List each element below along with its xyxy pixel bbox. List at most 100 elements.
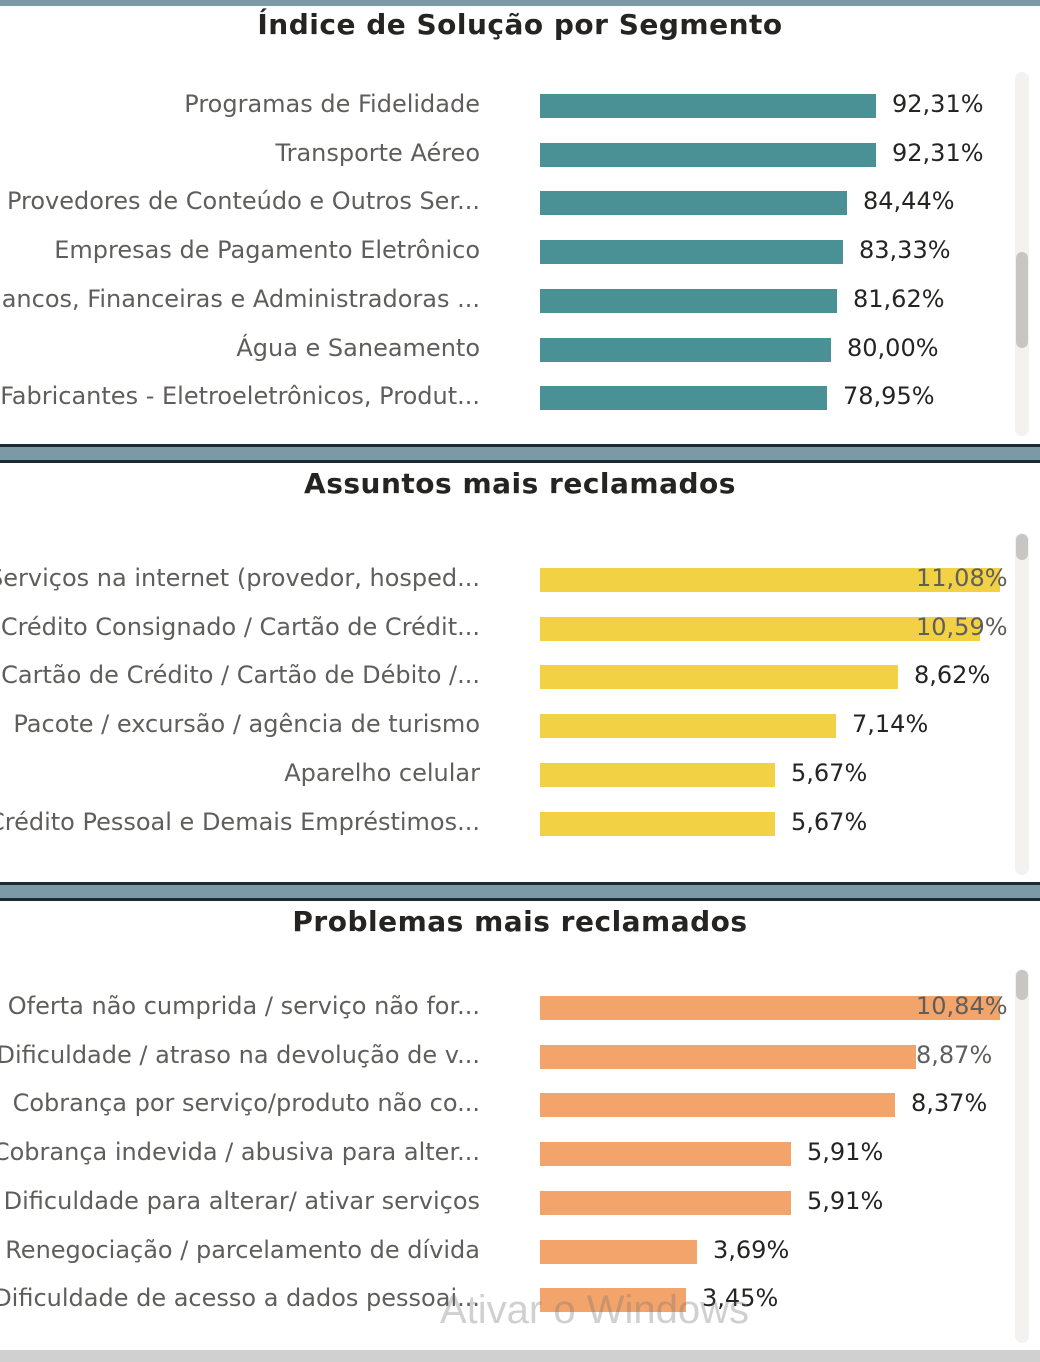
bar-row[interactable]: Empresas de Pagamento Eletrônico 83,33%	[0, 228, 1000, 276]
bar[interactable]	[540, 617, 980, 641]
category-label: Programas de Fidelidade	[184, 90, 480, 118]
scrollbar-thumb[interactable]	[1016, 252, 1028, 348]
bar-row[interactable]: Renegociação / parcelamento de dívida 3,6…	[0, 1228, 1000, 1276]
chart-panel-top-problems: Problemas mais reclamados Oferta não cum…	[0, 901, 1040, 1350]
bar[interactable]	[540, 714, 836, 738]
chart-panel-top-subjects: Assuntos mais reclamados Serviços na int…	[0, 463, 1040, 882]
category-label: Dificuldade / atraso na devolução de v..…	[0, 1041, 480, 1069]
bar[interactable]	[540, 338, 831, 362]
data-label: 83,33%	[859, 236, 951, 264]
bar[interactable]	[540, 386, 827, 410]
data-label: 3,45%	[702, 1284, 779, 1312]
data-label: 5,67%	[791, 759, 868, 787]
category-label: Pacote / excursão / agência de turismo	[13, 710, 480, 738]
bar-row[interactable]: Bancos, Financeiras e Administradoras ..…	[0, 277, 1000, 325]
separator-1-bottom-line	[0, 460, 1040, 463]
data-label: 5,67%	[791, 808, 868, 836]
category-label: Cobrança indevida / abusiva para alter..…	[0, 1138, 480, 1166]
bar-row[interactable]: Provedores de Conteúdo e Outros Ser... 84…	[0, 179, 1000, 227]
bar[interactable]	[540, 996, 1000, 1020]
bar[interactable]	[540, 1191, 791, 1215]
category-label: Transporte Aéreo	[275, 139, 480, 167]
category-label: Dificuldade para alterar/ ativar serviço…	[3, 1187, 480, 1215]
chart-panel-solution-index: Índice de Solução por Segmento Programas…	[0, 6, 1040, 444]
category-label: Serviços na internet (provedor, hosped..…	[0, 564, 480, 592]
bar-row[interactable]: Oferta não cumprida / serviço não for...…	[0, 984, 1008, 1032]
chart-title: Assuntos mais reclamados	[304, 467, 736, 500]
data-label: 92,31%	[892, 90, 984, 118]
category-label: Oferta não cumprida / serviço não for...	[7, 992, 480, 1020]
bar-row[interactable]: Pacote / excursão / agência de turismo 7,…	[0, 702, 1000, 750]
scrollbar-thumb[interactable]	[1016, 534, 1028, 560]
separator-1-top-line	[0, 444, 1040, 447]
bar[interactable]	[540, 1240, 697, 1264]
bar[interactable]	[540, 143, 876, 167]
bar[interactable]	[540, 568, 1000, 592]
data-label: 10,84%	[916, 992, 1008, 1020]
bar-row[interactable]: Aparelho celular 5,67%	[0, 751, 1000, 799]
scrollbar-track[interactable]	[1015, 533, 1029, 875]
category-label: Cobrança por serviço/produto não co...	[12, 1089, 480, 1117]
data-label: 8,37%	[911, 1089, 988, 1117]
category-label: Aparelho celular	[284, 759, 480, 787]
bar-row[interactable]: Cobrança por serviço/produto não co... 8,…	[0, 1081, 1000, 1129]
chart-title: Índice de Solução por Segmento	[257, 8, 783, 41]
data-label: 92,31%	[892, 139, 984, 167]
data-label: 7,14%	[852, 710, 929, 738]
bar-row[interactable]: Crédito Pessoal e Demais Empréstimos... 5…	[0, 800, 1000, 848]
data-label: 3,69%	[713, 1236, 790, 1264]
bar-row[interactable]: Dificuldade de acesso a dados pessoai...…	[0, 1276, 1000, 1324]
bar[interactable]	[540, 665, 898, 689]
bar[interactable]	[540, 289, 837, 313]
bar[interactable]	[540, 1093, 895, 1117]
bar[interactable]	[540, 1288, 686, 1312]
scrollbar-thumb[interactable]	[1016, 970, 1028, 1000]
bar[interactable]	[540, 240, 843, 264]
bar-row[interactable]: Transporte Aéreo 92,31%	[0, 131, 1000, 179]
bar[interactable]	[540, 763, 775, 787]
category-label: Empresas de Pagamento Eletrônico	[54, 236, 480, 264]
scrollbar-track[interactable]	[1015, 969, 1029, 1343]
data-label: 5,91%	[807, 1138, 884, 1166]
bar-row[interactable]: Dificuldade / atraso na devolução de v..…	[0, 1033, 1000, 1081]
bar[interactable]	[540, 191, 847, 215]
data-label: 10,59%	[916, 613, 1008, 641]
bar-row[interactable]: Cobrança indevida / abusiva para alter..…	[0, 1130, 1000, 1178]
data-label: 84,44%	[863, 187, 955, 215]
category-label: Água e Saneamento	[236, 334, 480, 362]
top-separator	[0, 0, 1040, 6]
separator-2-bottom-line	[0, 898, 1040, 901]
data-label: 8,62%	[914, 661, 991, 689]
category-label: Crédito Consignado / Cartão de Crédit...	[0, 613, 480, 641]
separator-1	[0, 446, 1040, 462]
bar-row[interactable]: Serviços na internet (provedor, hosped..…	[0, 556, 1008, 604]
category-label: Fabricantes - Eletroeletrônicos, Produt.…	[0, 382, 480, 410]
category-label: Cartão de Crédito / Cartão de Débito /..…	[1, 661, 480, 689]
scrollbar-track[interactable]	[1015, 72, 1029, 436]
separator-2	[0, 884, 1040, 900]
category-label: Crédito Pessoal e Demais Empréstimos...	[0, 808, 480, 836]
bar-row[interactable]: Cartão de Crédito / Cartão de Débito /..…	[0, 653, 1000, 701]
windows-activation-watermark: Ativar o Windows	[440, 1288, 749, 1332]
data-label: 5,91%	[807, 1187, 884, 1215]
bar-row[interactable]: Dificuldade para alterar/ ativar serviço…	[0, 1179, 1000, 1227]
bar[interactable]	[540, 812, 775, 836]
data-label: 80,00%	[847, 334, 939, 362]
data-label: 11,08%	[916, 564, 1008, 592]
category-label: Provedores de Conteúdo e Outros Ser...	[6, 187, 480, 215]
bar-row[interactable]: Água e Saneamento 80,00%	[0, 326, 1000, 374]
bottom-strip	[0, 1350, 1040, 1362]
data-label: 81,62%	[853, 285, 945, 313]
bar-row[interactable]: Fabricantes - Eletroeletrônicos, Produt.…	[0, 374, 1000, 422]
category-label: Bancos, Financeiras e Administradoras ..…	[0, 285, 480, 313]
category-label: Dificuldade de acesso a dados pessoai...	[0, 1284, 480, 1312]
bar[interactable]	[540, 1142, 791, 1166]
chart-title: Problemas mais reclamados	[292, 905, 748, 938]
data-label: 78,95%	[843, 382, 935, 410]
bar-row[interactable]: Programas de Fidelidade 92,31%	[0, 82, 1000, 130]
bar-row[interactable]: Crédito Consignado / Cartão de Crédit...…	[0, 605, 1008, 653]
data-label: 8,87%	[916, 1041, 993, 1069]
bar[interactable]	[540, 1045, 916, 1069]
category-label: Renegociação / parcelamento de dívida	[5, 1236, 480, 1264]
bar[interactable]	[540, 94, 876, 118]
